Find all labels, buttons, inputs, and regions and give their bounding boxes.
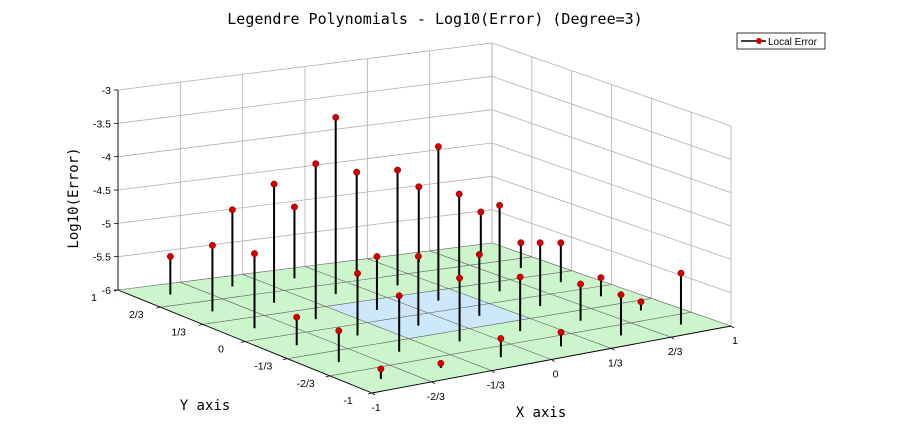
x-axis-label: X axis <box>516 405 567 421</box>
legend: Local Error <box>736 32 826 50</box>
stem-marker <box>557 328 565 336</box>
stem-marker <box>208 241 216 249</box>
x-tick-label: -1/3 <box>487 380 505 392</box>
stem-marker <box>475 251 483 258</box>
chart-title: Legendre Polynomials - Log10(Error) (Deg… <box>227 10 642 28</box>
stem-marker <box>312 160 320 168</box>
x-tick-label: 1 <box>732 335 738 347</box>
y-tick-label: -1 <box>343 395 352 407</box>
side-wall-gridline-z-5 <box>491 75 732 160</box>
stem-marker <box>251 250 258 258</box>
stem-marker <box>166 253 174 260</box>
stem-marker <box>437 359 445 367</box>
side-wall-gridline-z-6 <box>491 42 732 127</box>
x-tick-label: -1 <box>371 402 380 414</box>
x-tick-label: 0 <box>553 369 559 381</box>
x-tick-mark <box>371 392 376 396</box>
side-wall-gridline-z-1 <box>491 209 732 294</box>
stem-markers <box>166 113 685 379</box>
stem-marker <box>536 239 544 247</box>
stem-marker <box>291 203 298 211</box>
y-tick-label: -2/3 <box>297 378 315 390</box>
x-tick-mark <box>431 381 436 385</box>
z-axis-label: Log10(Error) <box>66 147 82 248</box>
back-wall-gridline-z-2 <box>117 175 493 224</box>
z-tick-label: -4.5 <box>93 185 111 197</box>
y-tick-mark <box>156 306 161 309</box>
legend-marker-swatch <box>756 38 762 44</box>
stem-marker <box>497 335 505 342</box>
back-wall-gridline-z-4 <box>117 109 493 158</box>
y-tick-mark <box>367 392 373 395</box>
axis-lines <box>113 89 735 396</box>
stem-marker <box>617 291 625 299</box>
x-tick-label: -2/3 <box>427 391 445 403</box>
x-tick-mark <box>611 348 615 351</box>
side-wall-gridline-z-3 <box>491 142 732 227</box>
stem-marker <box>516 273 524 281</box>
y-tick-label: 0 <box>218 344 224 356</box>
back-wall-gridline-z-6 <box>117 42 493 91</box>
stem-marker <box>577 280 585 288</box>
z-tick-label: -3.5 <box>93 118 111 130</box>
legend-box <box>736 32 826 50</box>
stem-marker <box>377 365 385 373</box>
z-tick-label: -4 <box>102 152 111 164</box>
y-tick-label: 2/3 <box>129 309 144 321</box>
stem-marker <box>228 206 236 214</box>
z-tick-label: -3 <box>102 85 111 97</box>
stem-marker <box>270 180 278 188</box>
y-tick-mark <box>325 375 330 378</box>
stem-marker <box>434 143 442 151</box>
stem-marker <box>415 183 423 191</box>
y-tick-mark <box>283 358 288 361</box>
floor-plane <box>116 242 733 394</box>
x-tick-label: 2/3 <box>668 346 683 358</box>
side-wall-gridline-z-2 <box>491 175 732 260</box>
back-wall-gridline-z-5 <box>117 75 493 124</box>
z-tick-label: -5 <box>102 218 111 230</box>
stem-marker <box>455 190 463 198</box>
y-tick-mark <box>198 323 203 326</box>
stem-marker <box>637 298 645 306</box>
stem-marker <box>394 166 401 174</box>
y-tick-label: 1 <box>91 292 97 304</box>
stem-marker <box>517 239 525 247</box>
y-axis-label: Y axis <box>180 398 231 414</box>
stem-marker <box>354 269 361 277</box>
stem-marker <box>395 292 403 300</box>
y-tick-label: 1/3 <box>171 326 186 338</box>
x-tick-mark <box>730 325 735 329</box>
z-tick-label: -6 <box>102 285 111 297</box>
x-tick-mark <box>491 370 495 373</box>
stem-marker <box>477 208 485 216</box>
stem-marker <box>597 274 605 282</box>
stem-marker <box>353 168 361 176</box>
stem-marker <box>335 327 343 335</box>
stem-marker <box>557 239 565 247</box>
stem-marker <box>373 253 381 260</box>
z-tick-label: -5.5 <box>93 252 111 264</box>
y-tick-label: -1/3 <box>254 361 272 373</box>
stem-marker <box>332 113 340 121</box>
tick-labels: -1 -2/3 -1/3 0 1/3 2/3 1 -1 -2/3 -1/3 0 1/3 2/3 1 -3 -3… <box>91 85 738 414</box>
back-wall-gridline-z-3 <box>117 142 493 191</box>
side-wall-gridline-z-4 <box>491 109 732 194</box>
stem-marker <box>293 313 301 321</box>
stem-marker <box>414 252 422 260</box>
y-tick-mark <box>240 341 246 343</box>
back-wall-gridline-z-1 <box>117 209 493 258</box>
stem-marker <box>677 269 685 277</box>
x-tick-mark <box>551 359 555 362</box>
x-tick-label: 1/3 <box>608 357 623 369</box>
stem-marker <box>496 201 504 209</box>
stem-marker <box>456 274 464 282</box>
x-tick-mark <box>670 336 675 340</box>
legend-label: Local Error <box>768 37 818 48</box>
